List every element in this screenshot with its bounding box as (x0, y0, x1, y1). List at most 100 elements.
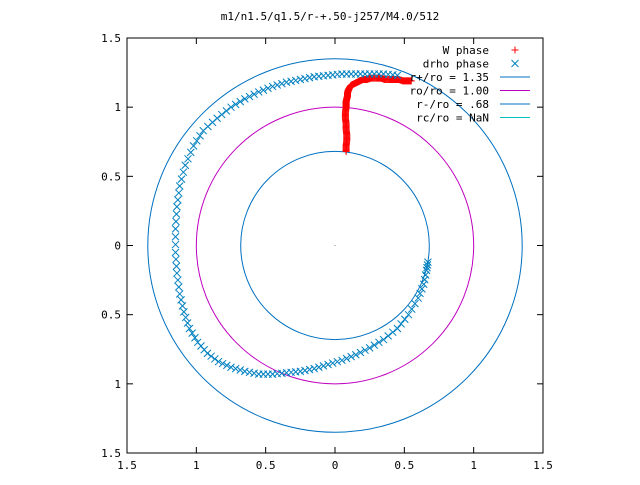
data-point (172, 217, 180, 226)
data-point (179, 308, 188, 316)
data-point (171, 225, 180, 233)
data-point (174, 189, 183, 197)
radius-circle (147, 58, 523, 433)
y-tick-label: 1 (114, 378, 121, 391)
data-point (171, 240, 180, 249)
data-point (203, 349, 212, 358)
y-tick-label: 1.5 (101, 32, 121, 45)
data-point (181, 313, 190, 322)
data-point (375, 338, 383, 347)
data-point (384, 332, 393, 340)
data-point (305, 73, 314, 82)
legend-label: r+/ro = 1.35 (410, 71, 489, 84)
data-point (370, 341, 379, 349)
data-point (231, 100, 240, 109)
data-point (171, 232, 180, 241)
legend-label: W phase (443, 44, 489, 57)
data-point (181, 161, 190, 170)
data-point (333, 357, 342, 366)
chart-title: m1/n1.5/q1.5/r-+.50-j257/M4.0/512 (221, 10, 440, 23)
data-point (210, 355, 219, 363)
data-point (259, 86, 268, 94)
x-tick-label: 1.5 (533, 459, 553, 472)
plot-area (147, 58, 523, 433)
y-tick-label: 0.5 (101, 170, 121, 183)
data-point (310, 72, 319, 81)
data-point (189, 142, 198, 150)
data-point (411, 299, 419, 308)
data-point (173, 276, 182, 284)
legend-label: ro/ro = 1.00 (410, 85, 489, 98)
y-tick-label: 1.5 (101, 447, 121, 460)
data-point (186, 148, 195, 157)
data-point (177, 296, 185, 304)
data-point (241, 367, 249, 376)
data-point (245, 368, 254, 377)
data-point (291, 76, 300, 85)
data-point (420, 275, 429, 284)
data-point (347, 352, 356, 361)
data-point (301, 74, 309, 83)
data-point (179, 168, 188, 177)
data-point (421, 271, 430, 279)
data-point (196, 131, 204, 140)
data-point (222, 107, 231, 115)
origin-point (334, 244, 336, 247)
data-point (356, 348, 365, 357)
radius-circle (195, 106, 475, 385)
data-point (351, 350, 360, 359)
data-point (393, 324, 402, 333)
data-point (365, 344, 374, 352)
data-point (296, 367, 305, 376)
data-point (301, 366, 309, 375)
data-point (397, 320, 405, 328)
data-point (250, 369, 258, 378)
data-point (419, 280, 428, 289)
data-point (227, 103, 235, 112)
data-point (423, 261, 432, 269)
data-point (173, 195, 182, 204)
data-point (199, 126, 208, 135)
data-point (183, 319, 192, 327)
data-point (424, 258, 432, 266)
data-point (264, 84, 272, 93)
data-point (191, 333, 199, 342)
data-point (268, 82, 277, 91)
data-point (379, 335, 388, 344)
y-tick-label: 1 (114, 101, 121, 114)
legend-label: rc/ro = NaN (416, 112, 489, 125)
data-point (342, 354, 351, 363)
data-point (236, 97, 245, 106)
data-point (254, 88, 263, 96)
data-point (324, 360, 332, 369)
data-point (277, 79, 286, 88)
data-point (207, 352, 215, 361)
data-point (222, 361, 231, 370)
data-point (273, 81, 282, 89)
data-point (407, 305, 416, 313)
data-point (185, 324, 194, 333)
x-tick-label: 1 (193, 459, 200, 472)
data-point (305, 365, 314, 374)
data-point (250, 90, 258, 99)
data-point (310, 364, 319, 373)
data-point (416, 289, 424, 298)
data-point (171, 248, 180, 257)
data-point (217, 110, 226, 119)
data-point (177, 175, 186, 183)
data-point (296, 75, 305, 84)
x-tick-label: 0.5 (256, 459, 276, 472)
data-point (287, 77, 295, 86)
y-tick-label: 0 (114, 240, 121, 253)
data-point (404, 310, 413, 319)
data-point (172, 262, 181, 271)
data-point (218, 359, 227, 368)
data-point (227, 363, 235, 372)
data-point (418, 284, 426, 293)
data-point (214, 357, 223, 366)
data-point (173, 269, 181, 278)
data-point (172, 210, 181, 218)
x-tick-label: 0.5 (394, 459, 414, 472)
